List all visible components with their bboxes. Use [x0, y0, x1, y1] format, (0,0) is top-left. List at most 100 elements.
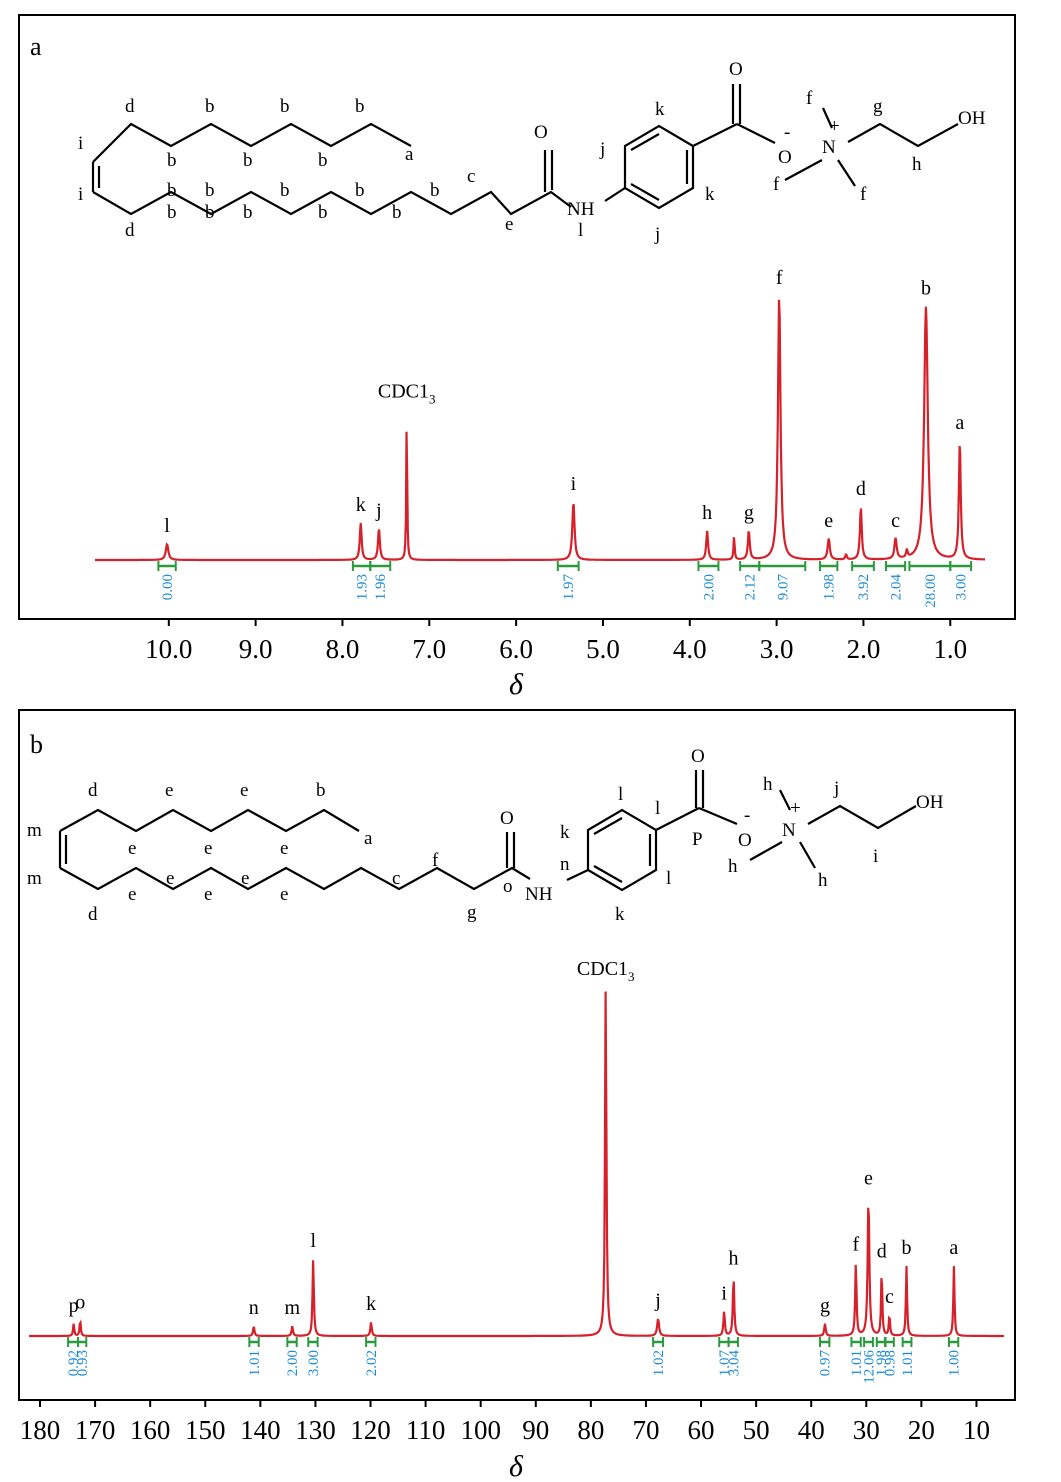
label-e: e	[128, 884, 136, 905]
label-b: b	[318, 202, 328, 223]
peak-label: m	[285, 1297, 301, 1319]
peak-label-text: o	[75, 1291, 85, 1313]
peak-label-text: k	[356, 494, 366, 516]
peak-label: f	[852, 1234, 859, 1256]
label-b: b	[355, 180, 365, 201]
peak-label: o	[75, 1291, 85, 1313]
peak-label-text: n	[249, 1297, 259, 1319]
plot-frame	[18, 709, 1016, 1401]
x-tick-label: 6.0	[499, 634, 533, 664]
peak-label-text: k	[366, 1293, 376, 1315]
x-tick-label: 5.0	[586, 634, 620, 664]
n-h-left	[749, 841, 783, 861]
label-l: l	[578, 220, 583, 241]
peak-label-text: m	[285, 1297, 301, 1319]
peak-label: a	[955, 412, 964, 434]
label-b: b	[355, 96, 365, 117]
peak-label: k	[366, 1293, 376, 1315]
label-f: f	[860, 184, 867, 205]
peak-label: c	[891, 510, 900, 532]
label-e: e	[128, 838, 136, 859]
peak-label-text: h	[729, 1248, 739, 1270]
integration-value: 3.00	[306, 1350, 322, 1376]
label-e: e	[204, 838, 212, 859]
label-b: b	[167, 150, 177, 171]
atom-o-minus: O	[738, 830, 752, 851]
label-n: n	[560, 854, 570, 875]
benzene-ring	[623, 124, 695, 210]
label-b: b	[430, 180, 440, 201]
label-l: l	[655, 798, 660, 819]
integration-value: 0.97	[818, 1350, 834, 1377]
peak-label: h	[702, 502, 712, 524]
integration-value: 12.06	[861, 1350, 877, 1384]
label-h: h	[818, 870, 828, 891]
spectrum-line	[95, 299, 985, 562]
label-b: b	[167, 202, 177, 223]
panel-label: b	[30, 730, 43, 759]
peak-label: d	[877, 1241, 887, 1263]
peak-label-text: f	[852, 1234, 859, 1256]
peak-label: f	[776, 267, 783, 289]
atom-nh: NH	[567, 199, 595, 220]
peak-label: a	[949, 1237, 958, 1259]
peak-label-text: l	[164, 515, 170, 537]
spectrum-a: 10.0 9.0 8.0 7.0 6.0 5.0 4.0 3.0 2.0 1.0 l k j CDC13 i…	[95, 267, 985, 664]
peak-label: i	[721, 1283, 727, 1305]
atom-o-minus: O	[778, 147, 792, 168]
x-tick-label: 8.0	[326, 634, 360, 664]
integration-value: 1.01	[849, 1350, 865, 1376]
integration-value: 0.98	[882, 1350, 898, 1376]
spectrum-b: 180 170 160 150 140 130 120 110 100 90 80 70 60 50 40 3…	[20, 958, 1004, 1445]
peak-label: j	[375, 499, 382, 521]
label-k: k	[655, 99, 665, 120]
integration-value: 2.04	[889, 574, 905, 601]
integration-value: 2.00	[701, 574, 717, 600]
peak-label: g	[820, 1295, 830, 1317]
x-tick-label: 7.0	[412, 634, 446, 664]
peak-label-sub: 3	[628, 969, 635, 984]
label-l: l	[666, 868, 671, 889]
label-c: c	[467, 166, 475, 187]
label-d: d	[125, 220, 135, 241]
label-a: a	[405, 144, 414, 165]
label-i: i	[873, 846, 878, 867]
peak-label: e	[824, 510, 833, 532]
label-i: i	[78, 133, 83, 154]
x-tick-label: 90	[522, 1415, 549, 1445]
x-tick-label: 180	[20, 1415, 61, 1445]
label-j: j	[654, 224, 660, 245]
atom-p: P	[692, 829, 703, 850]
label-e: e	[280, 884, 288, 905]
x-tick-label: 80	[577, 1415, 604, 1445]
x-tick-label: 2.0	[847, 634, 881, 664]
nh-ring-bond	[604, 187, 626, 202]
atom-n-plus: N	[822, 137, 836, 158]
peak-label: CDC13	[577, 958, 635, 984]
label-b: b	[280, 96, 290, 117]
label-m: m	[27, 868, 42, 889]
peak-label-text: a	[955, 412, 964, 434]
peak-label: d	[856, 478, 866, 500]
x-tick-label: 30	[853, 1415, 880, 1445]
charge-plus: +	[790, 798, 801, 819]
label-d: d	[88, 780, 98, 801]
x-axis-label: δ	[509, 1450, 524, 1482]
label-b: b	[205, 96, 215, 117]
chain-upper	[92, 122, 412, 163]
label-d: d	[88, 904, 98, 925]
integration-value: 1.00	[947, 1350, 963, 1376]
x-tick-label: 160	[130, 1415, 171, 1445]
x-tick-label: 3.0	[760, 634, 794, 664]
atom-o: O	[534, 122, 548, 143]
label-o: o	[503, 876, 513, 897]
peak-label-text: d	[877, 1241, 887, 1263]
n-f-left	[784, 159, 823, 181]
label-b: b	[280, 180, 290, 201]
peak-label: h	[729, 1248, 739, 1270]
peak-label-text: g	[744, 502, 754, 524]
label-k: k	[615, 904, 625, 925]
co-single	[736, 123, 776, 144]
x-tick-label: 20	[908, 1415, 935, 1445]
x-tick-label: 100	[460, 1415, 501, 1445]
